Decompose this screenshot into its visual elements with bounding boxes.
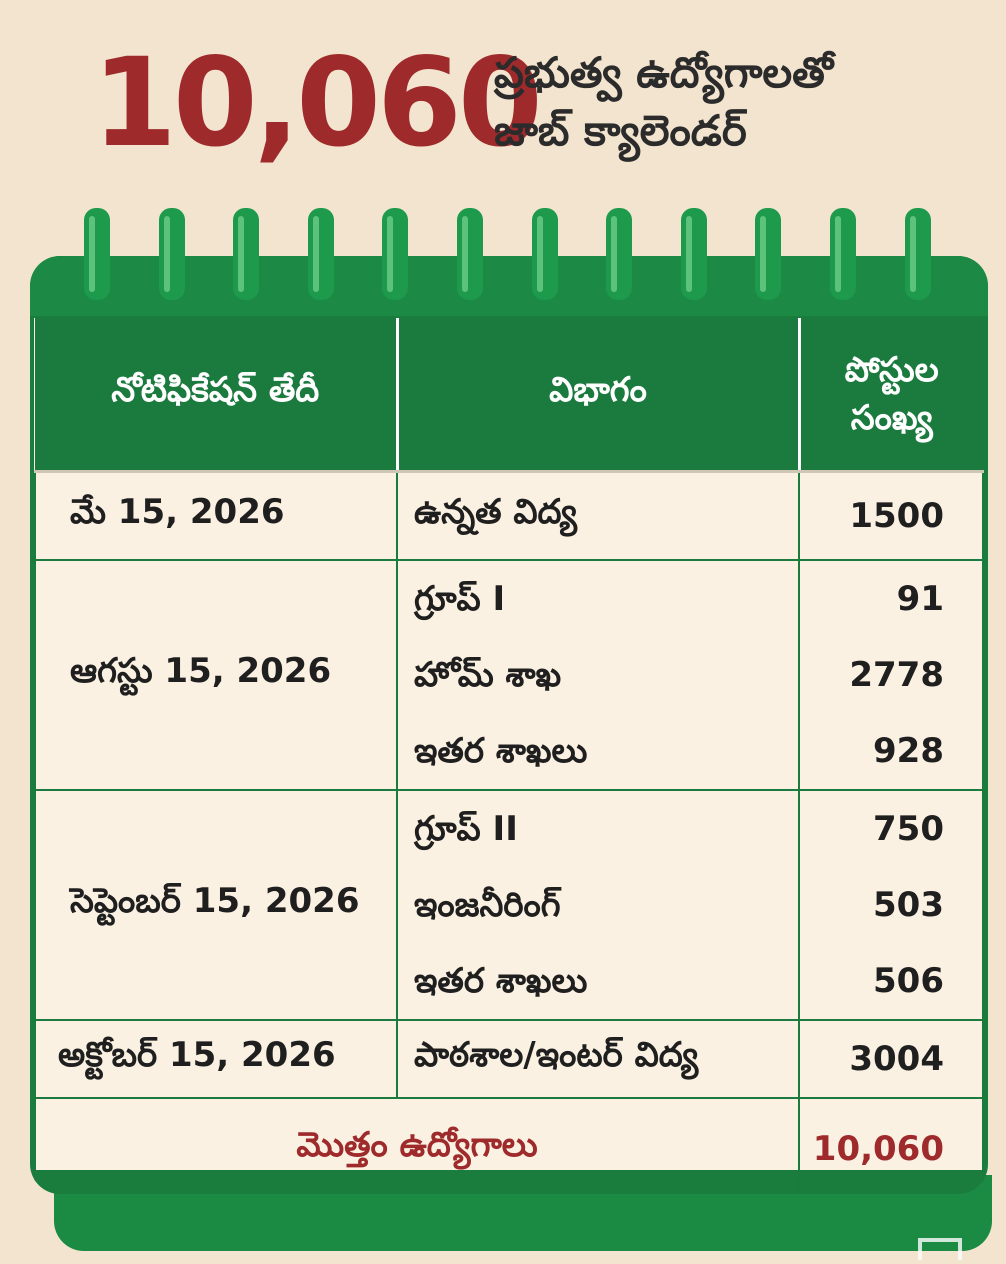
row-department: హోమ్ శాఖ — [414, 655, 562, 695]
row-posts: 3004 — [798, 1019, 984, 1099]
header-post-count-line-2: సంఖ్య — [850, 398, 933, 438]
row-posts: 506 — [873, 961, 944, 1001]
calendar-top-band — [30, 256, 988, 316]
calendar-ring — [532, 208, 558, 300]
calendar-ring — [755, 208, 781, 300]
table-row: సెప్టెంబర్ 15, 2026 గ్రూప్ II ఇంజనీరింగ్… — [34, 789, 984, 1021]
total-jobs-number: 10,060 — [92, 32, 543, 174]
row-department: గ్రూప్ II — [414, 809, 518, 849]
row-department: గ్రూప్ I — [414, 579, 506, 619]
calendar-ring — [457, 208, 483, 300]
row-posts: 91 — [896, 579, 944, 619]
header-department: విభాగం — [397, 318, 801, 473]
headline-line-1: ప్రభుత్వ ఉద్యోగాలతో — [494, 48, 834, 97]
header: 10,060 ప్రభుత్వ ఉద్యోగాలతో జాబ్ క్యాలెండ… — [0, 0, 1006, 205]
row-department: ఇతర శాఖలు — [414, 961, 588, 1001]
table-row: ఆగస్టు 15, 2026 గ్రూప్ I హోమ్ శాఖ ఇతర శా… — [34, 559, 984, 791]
calendar-ring — [84, 208, 110, 300]
calendar-card: నోటిఫికేషన్ తేదీ విభాగం పోస్టుల సంఖ్య మే… — [30, 256, 988, 1194]
table-row: అక్టోబర్ 15, 2026 పాఠశాల/ఇంటర్ విద్య 300… — [34, 1019, 984, 1099]
row-departments: గ్రూప్ I హోమ్ శాఖ ఇతర శాఖలు — [396, 559, 800, 791]
total-row: మొత్తం ఉద్యోగాలు 10,060 — [34, 1097, 984, 1194]
row-department: ఇతర శాఖలు — [414, 731, 588, 771]
header-post-count-line-1: పోస్టుల — [844, 350, 939, 390]
calendar-ring — [606, 208, 632, 300]
headline-line-2: జాబ్ క్యాలెండర్ — [494, 106, 747, 155]
row-department: ఉన్నత విద్య — [396, 470, 800, 561]
calendar-ring — [681, 208, 707, 300]
row-posts-group: 91 2778 928 — [798, 559, 984, 791]
row-posts: 750 — [873, 809, 944, 849]
total-value: 10,060 — [798, 1097, 984, 1194]
row-posts: 1500 — [798, 470, 984, 561]
row-posts: 2778 — [849, 655, 944, 695]
job-calendar-table: నోటిఫికేషన్ తేదీ విభాగం పోస్టుల సంఖ్య మే… — [34, 318, 984, 1194]
row-departments: గ్రూప్ II ఇంజనీరింగ్ ఇతర శాఖలు — [396, 789, 800, 1021]
calendar-ring — [308, 208, 334, 300]
row-department: ఇంజనీరింగ్ — [414, 885, 561, 925]
row-date: ఆగస్టు 15, 2026 — [34, 559, 398, 791]
row-date: సెప్టెంబర్ 15, 2026 — [34, 789, 398, 1021]
row-department: పాఠశాల/ఇంటర్ విద్య — [396, 1019, 800, 1099]
calendar-ring — [159, 208, 185, 300]
table-row: మే 15, 2026 ఉన్నత విద్య 1500 — [34, 470, 984, 561]
row-date: అక్టోబర్ 15, 2026 — [34, 1019, 398, 1099]
job-calendar-table-wrap: నోటిఫికేషన్ తేదీ విభాగం పోస్టుల సంఖ్య మే… — [34, 318, 984, 1194]
calendar-ring — [830, 208, 856, 300]
header-notification-date: నోటిఫికేషన్ తేదీ — [35, 318, 399, 473]
calendar-ring — [382, 208, 408, 300]
expand-icon[interactable] — [918, 1238, 962, 1260]
row-posts-group: 750 503 506 — [798, 789, 984, 1021]
header-post-count: పోస్టుల సంఖ్య — [799, 318, 983, 473]
table-header-row: నోటిఫికేషన్ తేదీ విభాగం పోస్టుల సంఖ్య — [35, 318, 983, 473]
row-posts: 503 — [873, 885, 944, 925]
calendar-ring — [905, 208, 931, 300]
headline: ప్రభుత్వ ఉద్యోగాలతో జాబ్ క్యాలెండర్ — [494, 44, 833, 160]
calendar-ring — [233, 208, 259, 300]
row-posts: 928 — [873, 731, 944, 771]
row-date: మే 15, 2026 — [34, 470, 398, 561]
total-label: మొత్తం ఉద్యోగాలు — [34, 1097, 800, 1194]
